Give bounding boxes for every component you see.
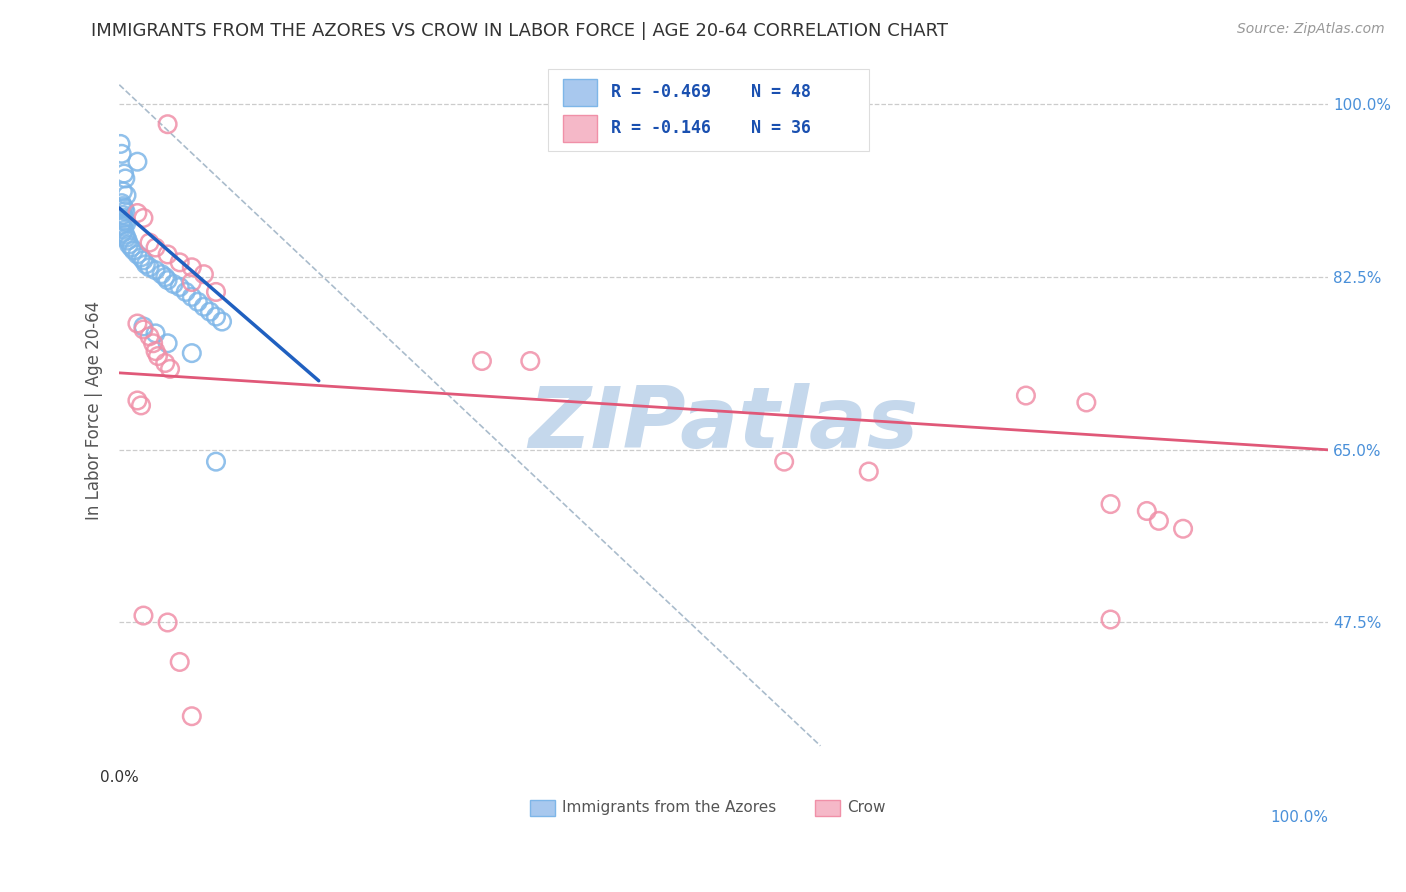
Point <box>132 608 155 623</box>
Point <box>211 314 233 328</box>
Point <box>145 326 167 341</box>
Point <box>127 154 149 169</box>
Point <box>127 393 149 408</box>
Point <box>122 244 145 258</box>
Point <box>112 167 135 181</box>
Point <box>120 241 142 255</box>
Point <box>155 270 177 285</box>
Point <box>150 267 173 281</box>
Point <box>114 204 136 219</box>
Point <box>156 615 179 630</box>
Point <box>163 277 186 291</box>
Point <box>205 455 228 469</box>
Point <box>1099 497 1122 511</box>
Point <box>114 214 136 228</box>
Point <box>180 290 202 304</box>
Text: Immigrants from the Azores: Immigrants from the Azores <box>562 800 776 815</box>
Text: Source: ZipAtlas.com: Source: ZipAtlas.com <box>1237 22 1385 37</box>
Point <box>180 709 202 723</box>
Point <box>111 184 134 198</box>
FancyBboxPatch shape <box>548 70 869 151</box>
Point <box>132 319 155 334</box>
Point <box>115 188 138 202</box>
Text: ZIPatlas: ZIPatlas <box>529 383 920 466</box>
Point <box>112 223 135 237</box>
Point <box>205 310 228 324</box>
Point <box>127 206 149 220</box>
Point <box>127 317 149 331</box>
Point <box>115 230 138 244</box>
Point <box>858 465 880 479</box>
Point <box>142 336 165 351</box>
Point <box>156 117 179 131</box>
Text: R = -0.146    N = 36: R = -0.146 N = 36 <box>612 120 811 137</box>
Point <box>111 199 134 213</box>
Point <box>156 247 179 261</box>
Point <box>114 171 136 186</box>
Point <box>132 322 155 336</box>
Point <box>1147 514 1170 528</box>
Point <box>193 300 215 314</box>
Text: IMMIGRANTS FROM THE AZORES VS CROW IN LABOR FORCE | AGE 20-64 CORRELATION CHART: IMMIGRANTS FROM THE AZORES VS CROW IN LA… <box>91 22 949 40</box>
Point <box>1099 613 1122 627</box>
Point <box>114 227 136 242</box>
Bar <box>562 78 596 106</box>
Point <box>132 253 155 268</box>
Point <box>155 356 177 370</box>
Point <box>1076 395 1098 409</box>
Point <box>111 219 134 234</box>
Point <box>1136 504 1159 518</box>
Point <box>180 275 202 289</box>
Point <box>1171 522 1194 536</box>
Point <box>180 346 202 360</box>
Point <box>127 247 149 261</box>
Point <box>1015 388 1038 402</box>
Point <box>169 280 191 294</box>
Point <box>180 260 202 275</box>
Point <box>117 234 139 248</box>
Point <box>156 336 179 351</box>
Point <box>159 362 181 376</box>
Point <box>112 201 135 215</box>
Point <box>198 304 221 318</box>
Point <box>111 218 134 232</box>
Text: 100.0%: 100.0% <box>1270 810 1329 825</box>
Point <box>156 273 179 287</box>
Point <box>138 329 160 343</box>
Point <box>187 294 209 309</box>
Text: R = -0.469    N = 48: R = -0.469 N = 48 <box>612 83 811 101</box>
Point <box>129 251 152 265</box>
Point <box>129 398 152 412</box>
Point <box>135 257 157 271</box>
Point <box>111 208 134 222</box>
Point <box>169 255 191 269</box>
Point <box>146 349 169 363</box>
Y-axis label: In Labor Force | Age 20-64: In Labor Force | Age 20-64 <box>86 301 103 520</box>
Point <box>118 237 141 252</box>
Text: Crow: Crow <box>848 800 886 815</box>
Point <box>138 260 160 275</box>
Point <box>111 196 134 211</box>
Point <box>111 146 134 161</box>
Point <box>145 241 167 255</box>
Point <box>111 226 134 240</box>
Point <box>110 136 132 151</box>
Point <box>193 267 215 281</box>
Point <box>174 285 197 299</box>
Point <box>115 216 138 230</box>
Point <box>519 354 541 368</box>
Point <box>169 655 191 669</box>
Point <box>471 354 494 368</box>
Point <box>773 455 796 469</box>
Point <box>112 211 135 225</box>
Bar <box>562 115 596 142</box>
Point <box>138 235 160 250</box>
Point <box>145 344 167 359</box>
Point <box>145 263 167 277</box>
Point <box>132 211 155 225</box>
Point <box>205 285 228 299</box>
